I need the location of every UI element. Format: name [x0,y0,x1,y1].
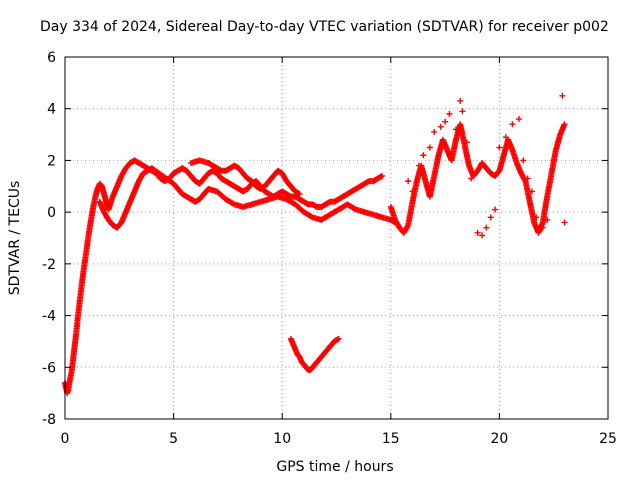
data-point [483,224,490,231]
x-tick-label: 0 [61,431,70,447]
data-point [405,178,412,185]
data-point [446,110,453,117]
data-point [335,335,342,342]
y-tick-label: 6 [47,50,56,66]
x-tick-labels: 0 5 10 15 20 25 [61,431,617,447]
data-point [474,229,481,236]
data-point [463,139,470,146]
data-point [561,219,568,226]
data-point [457,97,464,104]
y-tick-label: 4 [47,102,56,118]
data-point [420,152,427,159]
x-tick-label: 15 [382,431,400,447]
axis-ticks [64,56,609,420]
y-tick-labels: -8 -6 -4 -2 0 2 4 6 [42,50,56,428]
data-point [468,175,475,182]
y-tick-label: -2 [42,257,56,273]
y-tick-label: 2 [47,153,56,169]
data-point [528,188,535,195]
data-point [416,162,423,169]
data-point [442,118,449,125]
data-point [550,157,557,164]
y-tick-label: -4 [42,309,56,325]
data-point [492,206,499,213]
data-points [62,92,568,397]
data-point [533,214,540,221]
data-point [502,134,509,141]
data-point [555,139,562,146]
data-point [524,175,531,182]
data-point [539,224,546,231]
y-axis-label: SDTVAR / TECUs [7,181,23,296]
chart-title: Day 334 of 2024, Sidereal Day-to-day VTE… [40,19,609,35]
data-point [496,144,503,151]
plot-frame [64,56,609,420]
data-point [409,188,416,195]
x-tick-label: 5 [169,431,178,447]
data-point [437,123,444,130]
y-tick-label: -8 [42,412,56,428]
x-tick-label: 20 [490,431,508,447]
data-point [452,126,459,133]
x-tick-label: 25 [599,431,617,447]
data-point [379,172,386,179]
x-tick-label: 10 [273,431,291,447]
data-point [459,108,466,115]
data-point [479,232,486,239]
data-point [296,191,303,198]
data-point [509,121,516,128]
data-point [520,157,527,164]
data-point [431,128,438,135]
y-tick-label: 0 [47,205,56,221]
data-point [426,144,433,151]
data-point [521,176,528,183]
y-tick-label: -6 [42,360,56,376]
data-point [561,121,568,128]
data-point [487,214,494,221]
data-point [404,223,411,230]
data-point [559,92,566,99]
x-axis-label: GPS time / hours [276,459,393,475]
data-point [515,116,522,123]
data-point [544,216,551,223]
